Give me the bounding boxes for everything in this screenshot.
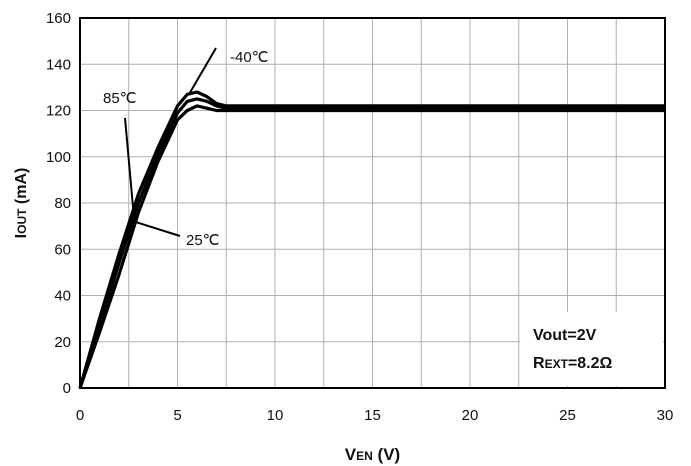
x-axis-label: VEN (V) — [345, 445, 400, 464]
x-tick-label: 10 — [267, 407, 284, 424]
x-tick-label: 15 — [364, 407, 381, 424]
condition-box-background — [520, 312, 663, 386]
x-tick-label: 20 — [462, 407, 479, 424]
x-tick-label: 25 — [559, 407, 576, 424]
tick-labels: 0 5 10 15 20 25 30 0 20 40 60 80 100 120 140 160 — [46, 10, 673, 424]
y-tick-label: 100 — [46, 149, 71, 166]
y-tick-label: 120 — [46, 103, 71, 120]
series-line-0 — [78, 90, 665, 389]
y-tick-label: 160 — [46, 10, 71, 27]
condition-rext: REXT=8.2Ω — [533, 355, 612, 372]
series-line-1 — [78, 97, 665, 389]
annotation-leader — [188, 47, 217, 95]
y-tick-label: 60 — [54, 241, 71, 258]
annotation-leader — [132, 220, 181, 237]
series-lines — [78, 90, 665, 389]
x-tick-label: 30 — [657, 407, 674, 424]
plot-frame — [79, 17, 666, 389]
series-line-2 — [78, 104, 665, 389]
annotation-leader — [124, 117, 136, 225]
annotations: -40℃ 85℃ 25℃ — [103, 47, 269, 249]
y-tick-label: 140 — [46, 56, 71, 73]
condition-vout: Vout=2V — [533, 327, 597, 344]
condition-box: Vout=2V REXT=8.2Ω — [520, 312, 663, 386]
annotation-label: 85℃ — [103, 90, 137, 107]
y-tick-label: 20 — [54, 334, 71, 351]
annotation-label: 25℃ — [186, 232, 220, 249]
x-tick-label: 5 — [173, 407, 181, 424]
y-tick-label: 80 — [54, 195, 71, 212]
y-axis-label: IOUT (mA) — [13, 168, 30, 239]
y-tick-label: 0 — [63, 380, 71, 397]
annotation-label: -40℃ — [230, 49, 269, 66]
x-tick-label: 0 — [76, 407, 84, 424]
y-tick-label: 40 — [54, 288, 71, 305]
